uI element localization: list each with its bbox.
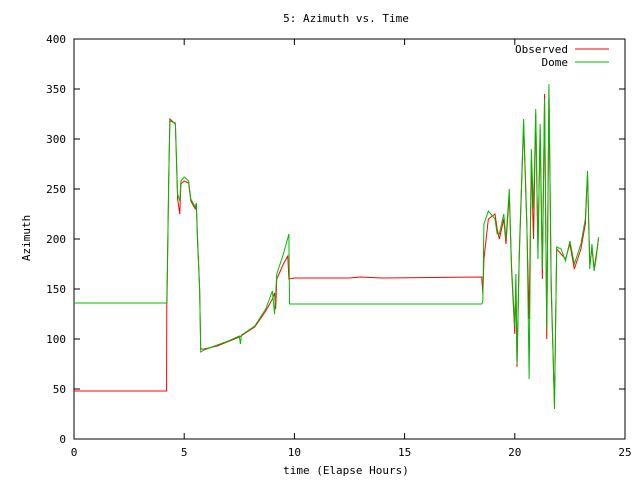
y-tick-label: 300 xyxy=(46,133,66,146)
y-tick-label: 0 xyxy=(59,433,66,446)
y-tick-label: 100 xyxy=(46,333,66,346)
x-axis-label: time (Elapse Hours) xyxy=(283,464,409,477)
x-tick-label: 25 xyxy=(618,446,631,459)
y-axis-label: Azimuth xyxy=(20,215,33,261)
y-tick-label: 150 xyxy=(46,283,66,296)
x-tick-label: 20 xyxy=(508,446,521,459)
y-tick-label: 200 xyxy=(46,233,66,246)
x-tick-label: 10 xyxy=(288,446,301,459)
y-tick-label: 350 xyxy=(46,83,66,96)
y-tick-label: 400 xyxy=(46,33,66,46)
series-line-dome xyxy=(74,83,600,410)
legend-label-dome: Dome xyxy=(542,56,569,69)
x-tick-label: 5 xyxy=(181,446,188,459)
x-tick-label: 0 xyxy=(71,446,78,459)
chart-title: 5: Azimuth vs. Time xyxy=(283,12,409,25)
y-tick-label: 250 xyxy=(46,183,66,196)
x-tick-label: 15 xyxy=(398,446,411,459)
legend-label-observed: Observed xyxy=(515,43,568,56)
y-tick-label: 50 xyxy=(53,383,66,396)
series-layer xyxy=(74,83,600,410)
